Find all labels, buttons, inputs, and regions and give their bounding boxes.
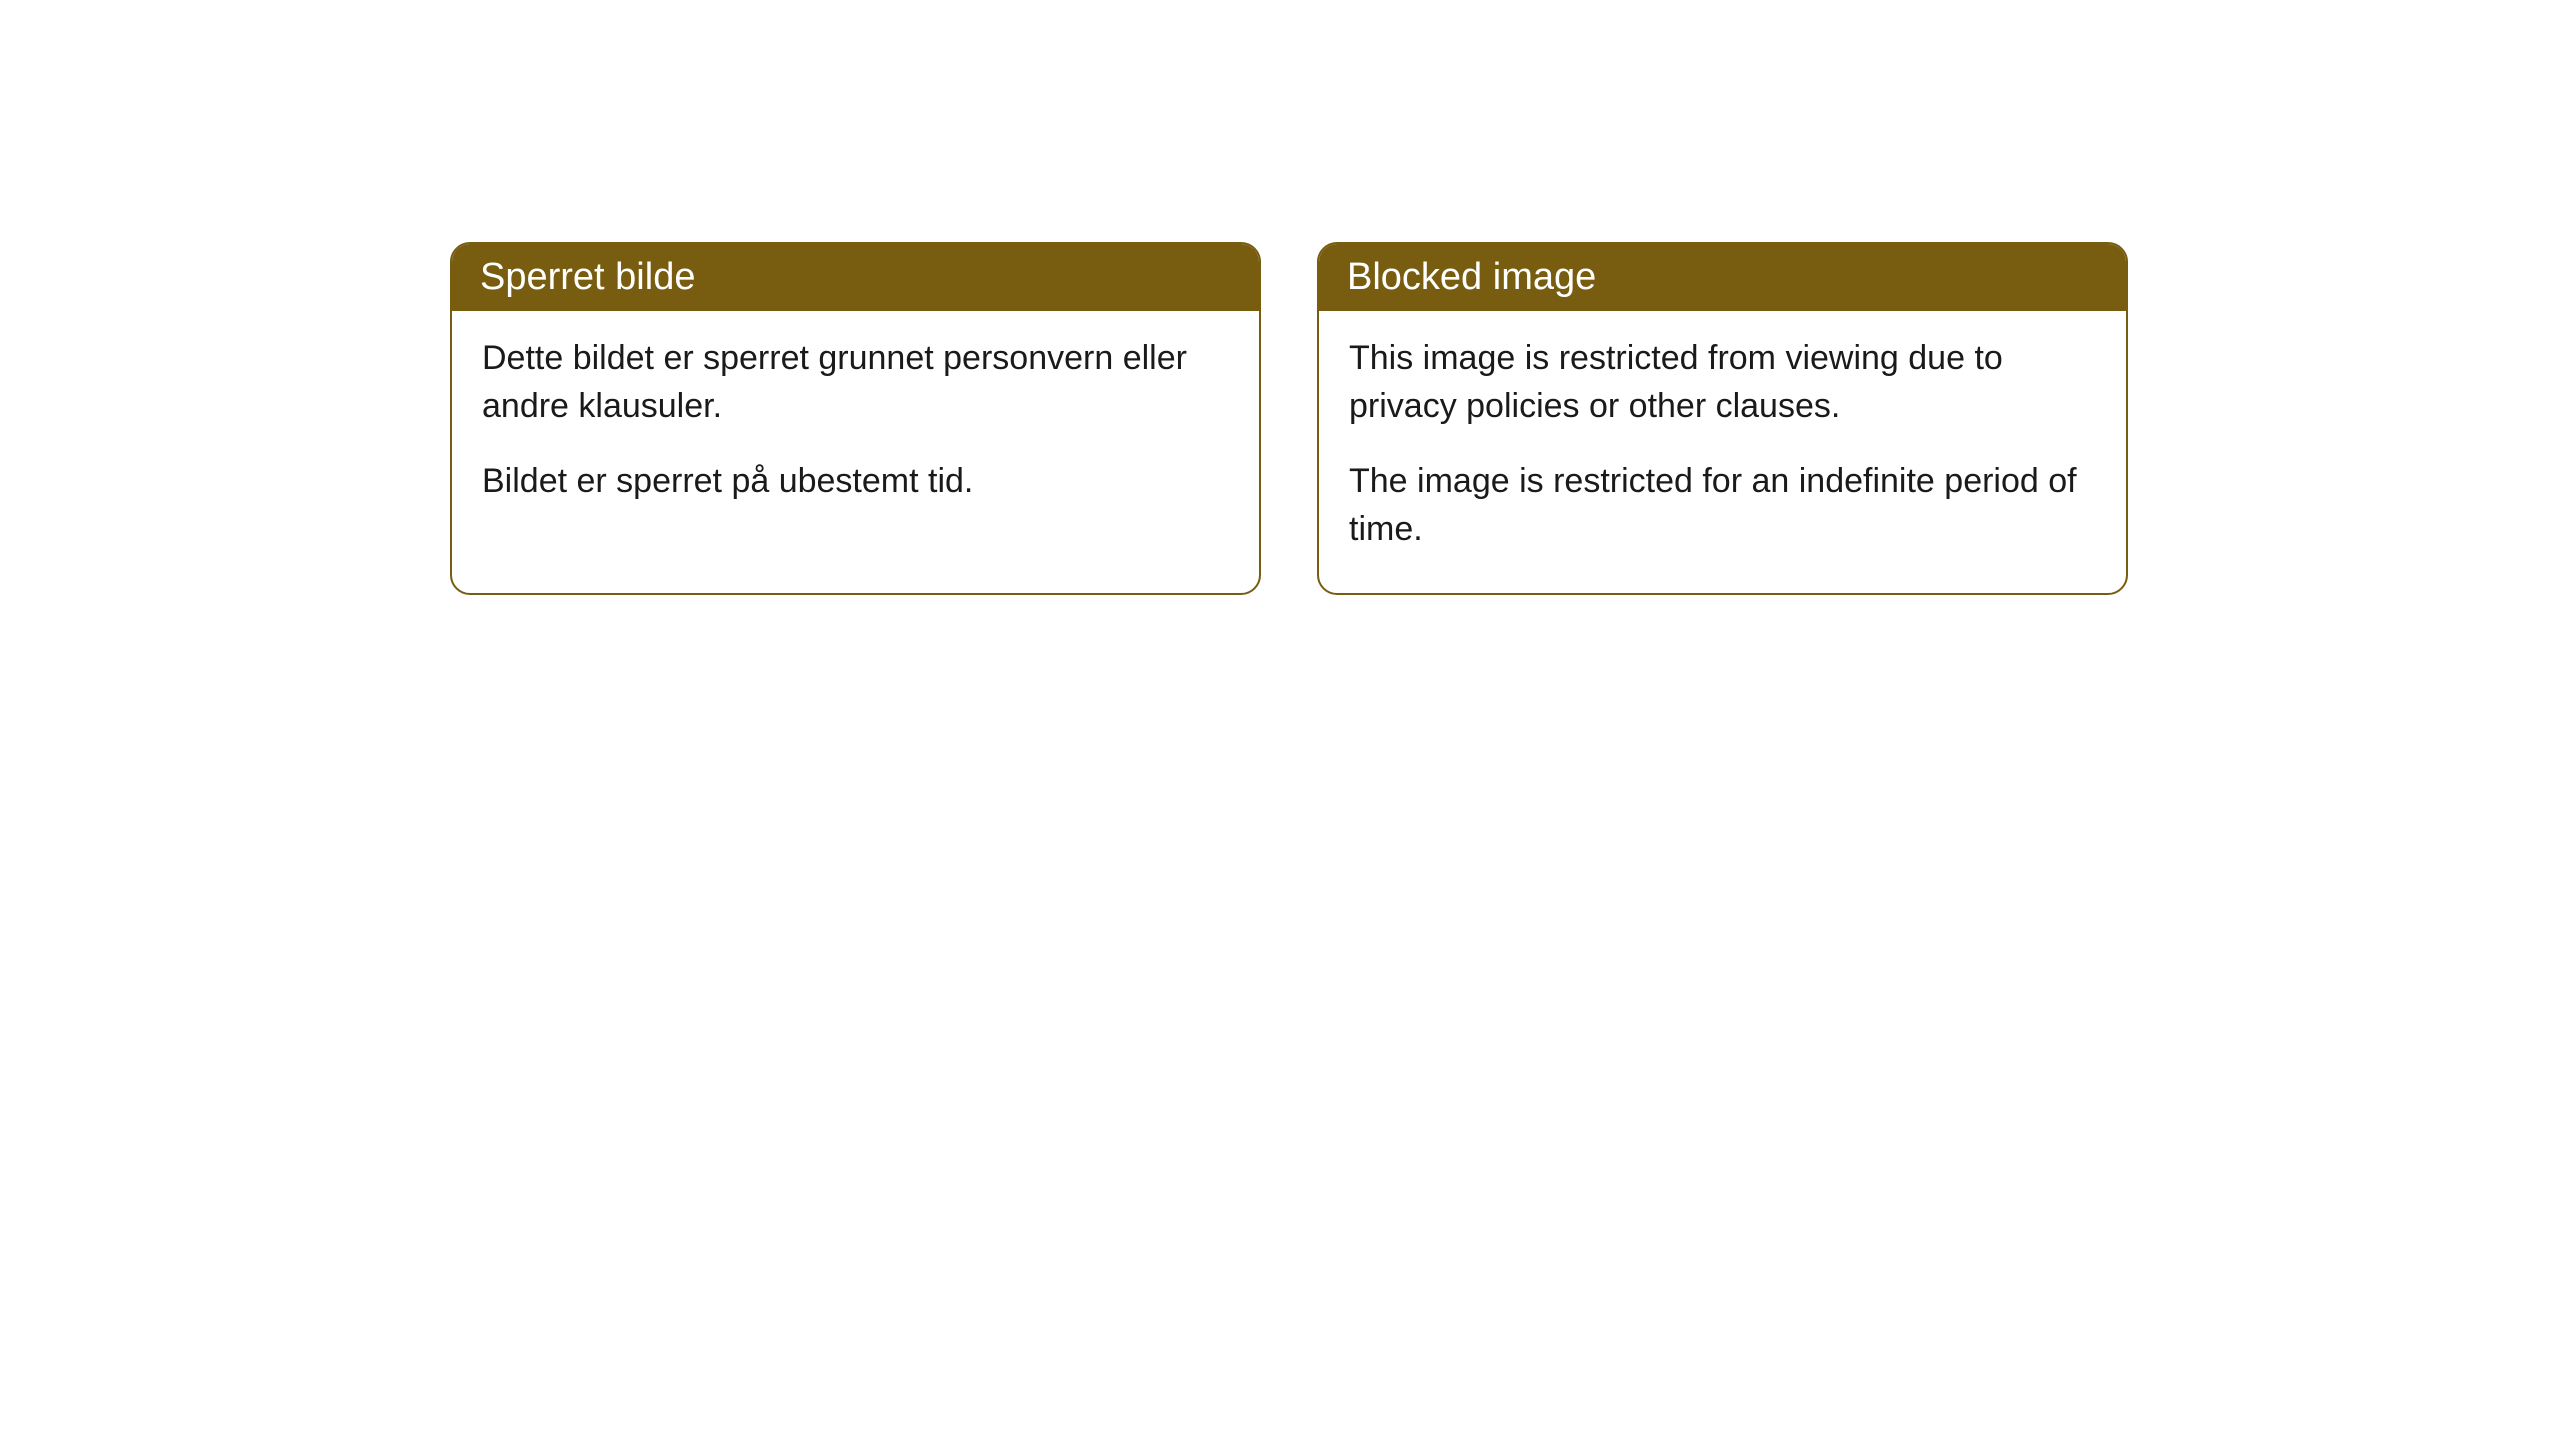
- card-body-english: This image is restricted from viewing du…: [1319, 311, 2126, 593]
- card-paragraph: Dette bildet er sperret grunnet personve…: [482, 335, 1229, 430]
- card-header-english: Blocked image: [1319, 244, 2126, 311]
- card-body-norwegian: Dette bildet er sperret grunnet personve…: [452, 311, 1259, 546]
- card-paragraph: The image is restricted for an indefinit…: [1349, 458, 2096, 553]
- card-title: Blocked image: [1347, 256, 1596, 298]
- notice-card-english: Blocked image This image is restricted f…: [1317, 242, 2128, 595]
- card-paragraph: This image is restricted from viewing du…: [1349, 335, 2096, 430]
- card-paragraph: Bildet er sperret på ubestemt tid.: [482, 458, 1229, 506]
- notice-cards-container: Sperret bilde Dette bildet er sperret gr…: [450, 242, 2128, 595]
- notice-card-norwegian: Sperret bilde Dette bildet er sperret gr…: [450, 242, 1261, 595]
- card-header-norwegian: Sperret bilde: [452, 244, 1259, 311]
- card-title: Sperret bilde: [480, 256, 695, 298]
